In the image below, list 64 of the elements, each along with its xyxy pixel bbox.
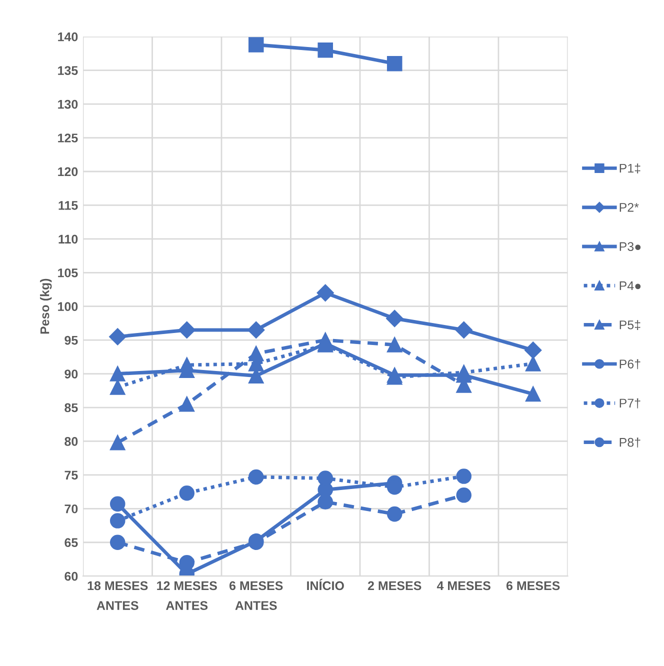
point <box>110 380 126 395</box>
y-tick-label: 110 <box>58 234 78 244</box>
point <box>109 328 126 346</box>
y-tick-label: 95 <box>64 336 78 345</box>
y-tick-label: 130 <box>58 100 78 109</box>
legend-label: P6† <box>620 359 640 370</box>
legend-label: P2* <box>620 202 639 212</box>
y-tick-label: 115 <box>58 201 78 210</box>
x-tick-label: INÍCIO <box>307 578 344 590</box>
y-tick-label: 140 <box>58 32 78 42</box>
point <box>318 494 333 510</box>
point <box>386 310 404 328</box>
point <box>456 364 472 380</box>
point <box>110 513 126 528</box>
legend-label: P5‡ <box>620 320 640 330</box>
legend-label: P1‡ <box>620 164 640 174</box>
legend-label: P3● <box>620 242 641 251</box>
point <box>248 321 265 339</box>
y-tick-label: 105 <box>58 268 78 278</box>
y-tick-label: 60 <box>64 572 78 581</box>
point <box>179 554 195 570</box>
x-tick-label: 12 MESES ANTES <box>157 581 217 610</box>
y-tick-label: 75 <box>64 470 78 480</box>
point <box>178 321 196 339</box>
point <box>248 469 264 485</box>
y-axis-title: Peso (kg) <box>40 278 52 334</box>
point <box>248 346 264 362</box>
y-tick-label: 90 <box>64 370 78 378</box>
point <box>316 284 334 302</box>
point <box>179 357 195 373</box>
point <box>455 321 472 339</box>
y-tick-label: 85 <box>64 403 78 412</box>
point <box>386 56 402 72</box>
y-tick-label: 80 <box>64 437 78 446</box>
point <box>318 470 333 486</box>
y-tick-label: 120 <box>58 167 78 176</box>
point <box>524 342 542 359</box>
y-tick-label: 70 <box>64 504 78 514</box>
point <box>110 434 126 450</box>
point <box>386 337 402 352</box>
x-tick-label: 4 MESES <box>436 581 490 590</box>
point <box>525 386 541 402</box>
point <box>110 496 126 512</box>
point <box>386 506 402 522</box>
point <box>110 366 126 382</box>
y-tick-label: 135 <box>58 66 78 76</box>
point <box>110 534 126 550</box>
point <box>318 42 333 58</box>
x-tick-label: 6 MESES <box>506 581 560 590</box>
point <box>179 396 195 412</box>
point <box>248 37 264 52</box>
point <box>525 356 541 372</box>
legend-label: P4● <box>620 281 641 290</box>
point <box>179 486 195 501</box>
y-tick-label: 125 <box>58 134 78 142</box>
x-tick-label: 2 MESES <box>368 581 422 590</box>
legend-label: P7† <box>620 398 640 408</box>
legend-label: P8† <box>620 438 640 448</box>
point <box>456 488 472 503</box>
y-tick-label: 100 <box>58 302 78 312</box>
point <box>456 468 472 484</box>
y-tick-label: 65 <box>64 538 78 548</box>
x-tick-label: 18 MESES ANTES <box>88 581 148 610</box>
x-tick-label: 6 MESES ANTES <box>229 581 283 610</box>
